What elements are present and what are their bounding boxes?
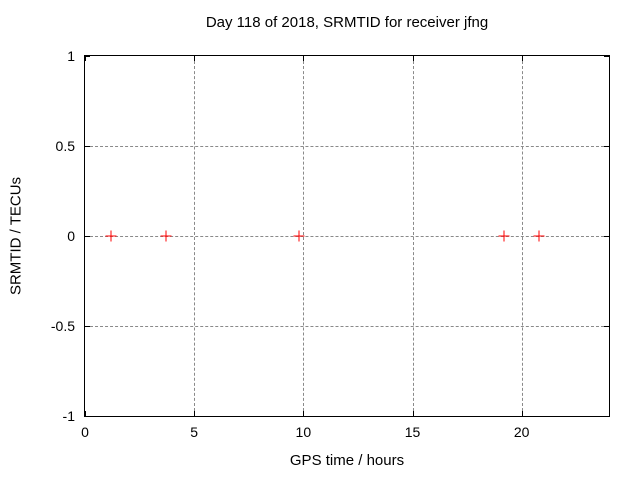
data-point-marker: [105, 230, 117, 242]
tick-mark-left: [85, 146, 90, 147]
tick-mark-top: [85, 56, 86, 61]
y-tick-label: 0.5: [55, 138, 75, 154]
tick-mark-left: [85, 416, 90, 417]
tick-mark-top: [412, 56, 414, 61]
tick-mark-bottom: [521, 411, 523, 416]
tick-mark-left: [85, 56, 90, 57]
tick-mark-bottom: [303, 411, 305, 416]
y-tick-label: 1: [67, 48, 75, 64]
tick-mark-top: [521, 56, 523, 61]
y-tick-label: -1: [62, 408, 75, 424]
y-axis-label: SRMTID / TECUs: [7, 176, 25, 296]
plot-area: 0 5 10 15 20 -1 -0.5 0 0.5 1: [51, 48, 610, 440]
y-tick-label: -0.5: [50, 318, 75, 334]
x-tick-label: 10: [295, 424, 312, 440]
tick-mark-right: [604, 416, 609, 417]
chart-title: Day 118 of 2018, SRMTID for receiver jfn…: [205, 14, 489, 31]
tick-mark-top: [303, 56, 305, 61]
gridline-horizontal: [85, 236, 609, 237]
tick-mark-right: [604, 326, 609, 327]
tick-mark-right: [604, 56, 609, 57]
x-axis-label: GPS time / hours: [289, 452, 405, 469]
data-point-marker: [160, 230, 172, 242]
tick-mark-bottom: [85, 411, 86, 416]
x-tick-label: 20: [513, 424, 530, 440]
x-tick-label: 15: [404, 424, 421, 440]
tick-mark-right: [604, 146, 609, 147]
tick-mark-top: [194, 56, 196, 61]
x-tick-label: 5: [190, 424, 199, 440]
tick-mark-left: [85, 326, 90, 327]
gridline-horizontal: [85, 326, 609, 327]
gridline-horizontal: [85, 146, 609, 147]
tick-mark-right: [604, 236, 609, 237]
tick-mark-left: [85, 236, 90, 237]
data-point-marker: [498, 230, 510, 242]
data-point-marker: [533, 230, 545, 242]
tick-mark-bottom: [412, 411, 414, 416]
x-tick-label: 0: [81, 424, 89, 440]
data-point-marker: [293, 230, 305, 242]
tick-mark-bottom: [194, 411, 196, 416]
y-tick-label: 0: [67, 228, 75, 244]
